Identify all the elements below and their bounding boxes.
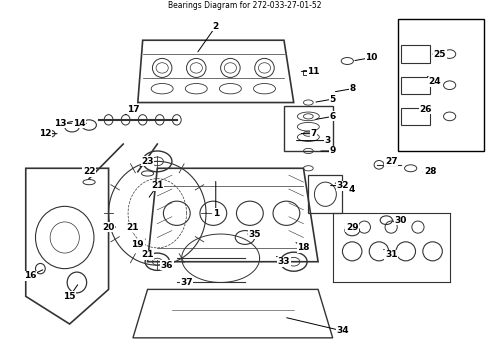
Text: 10: 10 (366, 53, 378, 62)
Text: 21: 21 (127, 222, 139, 231)
Bar (398, 19, 484, 151)
Text: 15: 15 (63, 292, 76, 301)
Text: 1: 1 (213, 209, 219, 218)
Text: 7: 7 (310, 129, 317, 138)
Bar (303, 69, 313, 75)
Text: 30: 30 (395, 216, 407, 225)
Text: 12: 12 (39, 129, 51, 138)
Text: 31: 31 (385, 250, 397, 259)
Text: 6: 6 (330, 112, 336, 121)
Text: 28: 28 (424, 167, 437, 176)
Text: 21: 21 (141, 250, 154, 259)
Text: 27: 27 (385, 157, 397, 166)
Title: Bearings Diagram for 272-033-27-01-52: Bearings Diagram for 272-033-27-01-52 (168, 1, 322, 10)
Text: 9: 9 (329, 147, 336, 156)
Text: 21: 21 (151, 181, 164, 190)
Bar (401, 45, 430, 63)
Text: 18: 18 (297, 243, 310, 252)
Text: 3: 3 (325, 136, 331, 145)
Text: 25: 25 (434, 50, 446, 59)
Text: 32: 32 (336, 181, 349, 190)
Bar (401, 108, 430, 125)
Text: 16: 16 (24, 271, 37, 280)
Text: 2: 2 (213, 22, 219, 31)
Text: 29: 29 (346, 222, 359, 231)
Text: 33: 33 (278, 257, 290, 266)
Text: 35: 35 (248, 230, 261, 239)
Text: 37: 37 (180, 278, 193, 287)
Text: 5: 5 (330, 95, 336, 104)
Text: 17: 17 (126, 105, 139, 114)
Text: 36: 36 (161, 261, 173, 270)
Text: 4: 4 (349, 185, 355, 194)
Bar (401, 77, 430, 94)
Text: 8: 8 (349, 84, 355, 93)
Text: 24: 24 (429, 77, 441, 86)
Text: 11: 11 (307, 67, 319, 76)
Text: 22: 22 (83, 167, 96, 176)
Text: 20: 20 (102, 222, 115, 231)
Text: 23: 23 (141, 157, 154, 166)
Text: 26: 26 (419, 105, 432, 114)
Text: 34: 34 (336, 327, 349, 336)
Text: 19: 19 (131, 240, 144, 249)
Text: 13: 13 (53, 119, 66, 128)
Text: 14: 14 (73, 119, 86, 128)
